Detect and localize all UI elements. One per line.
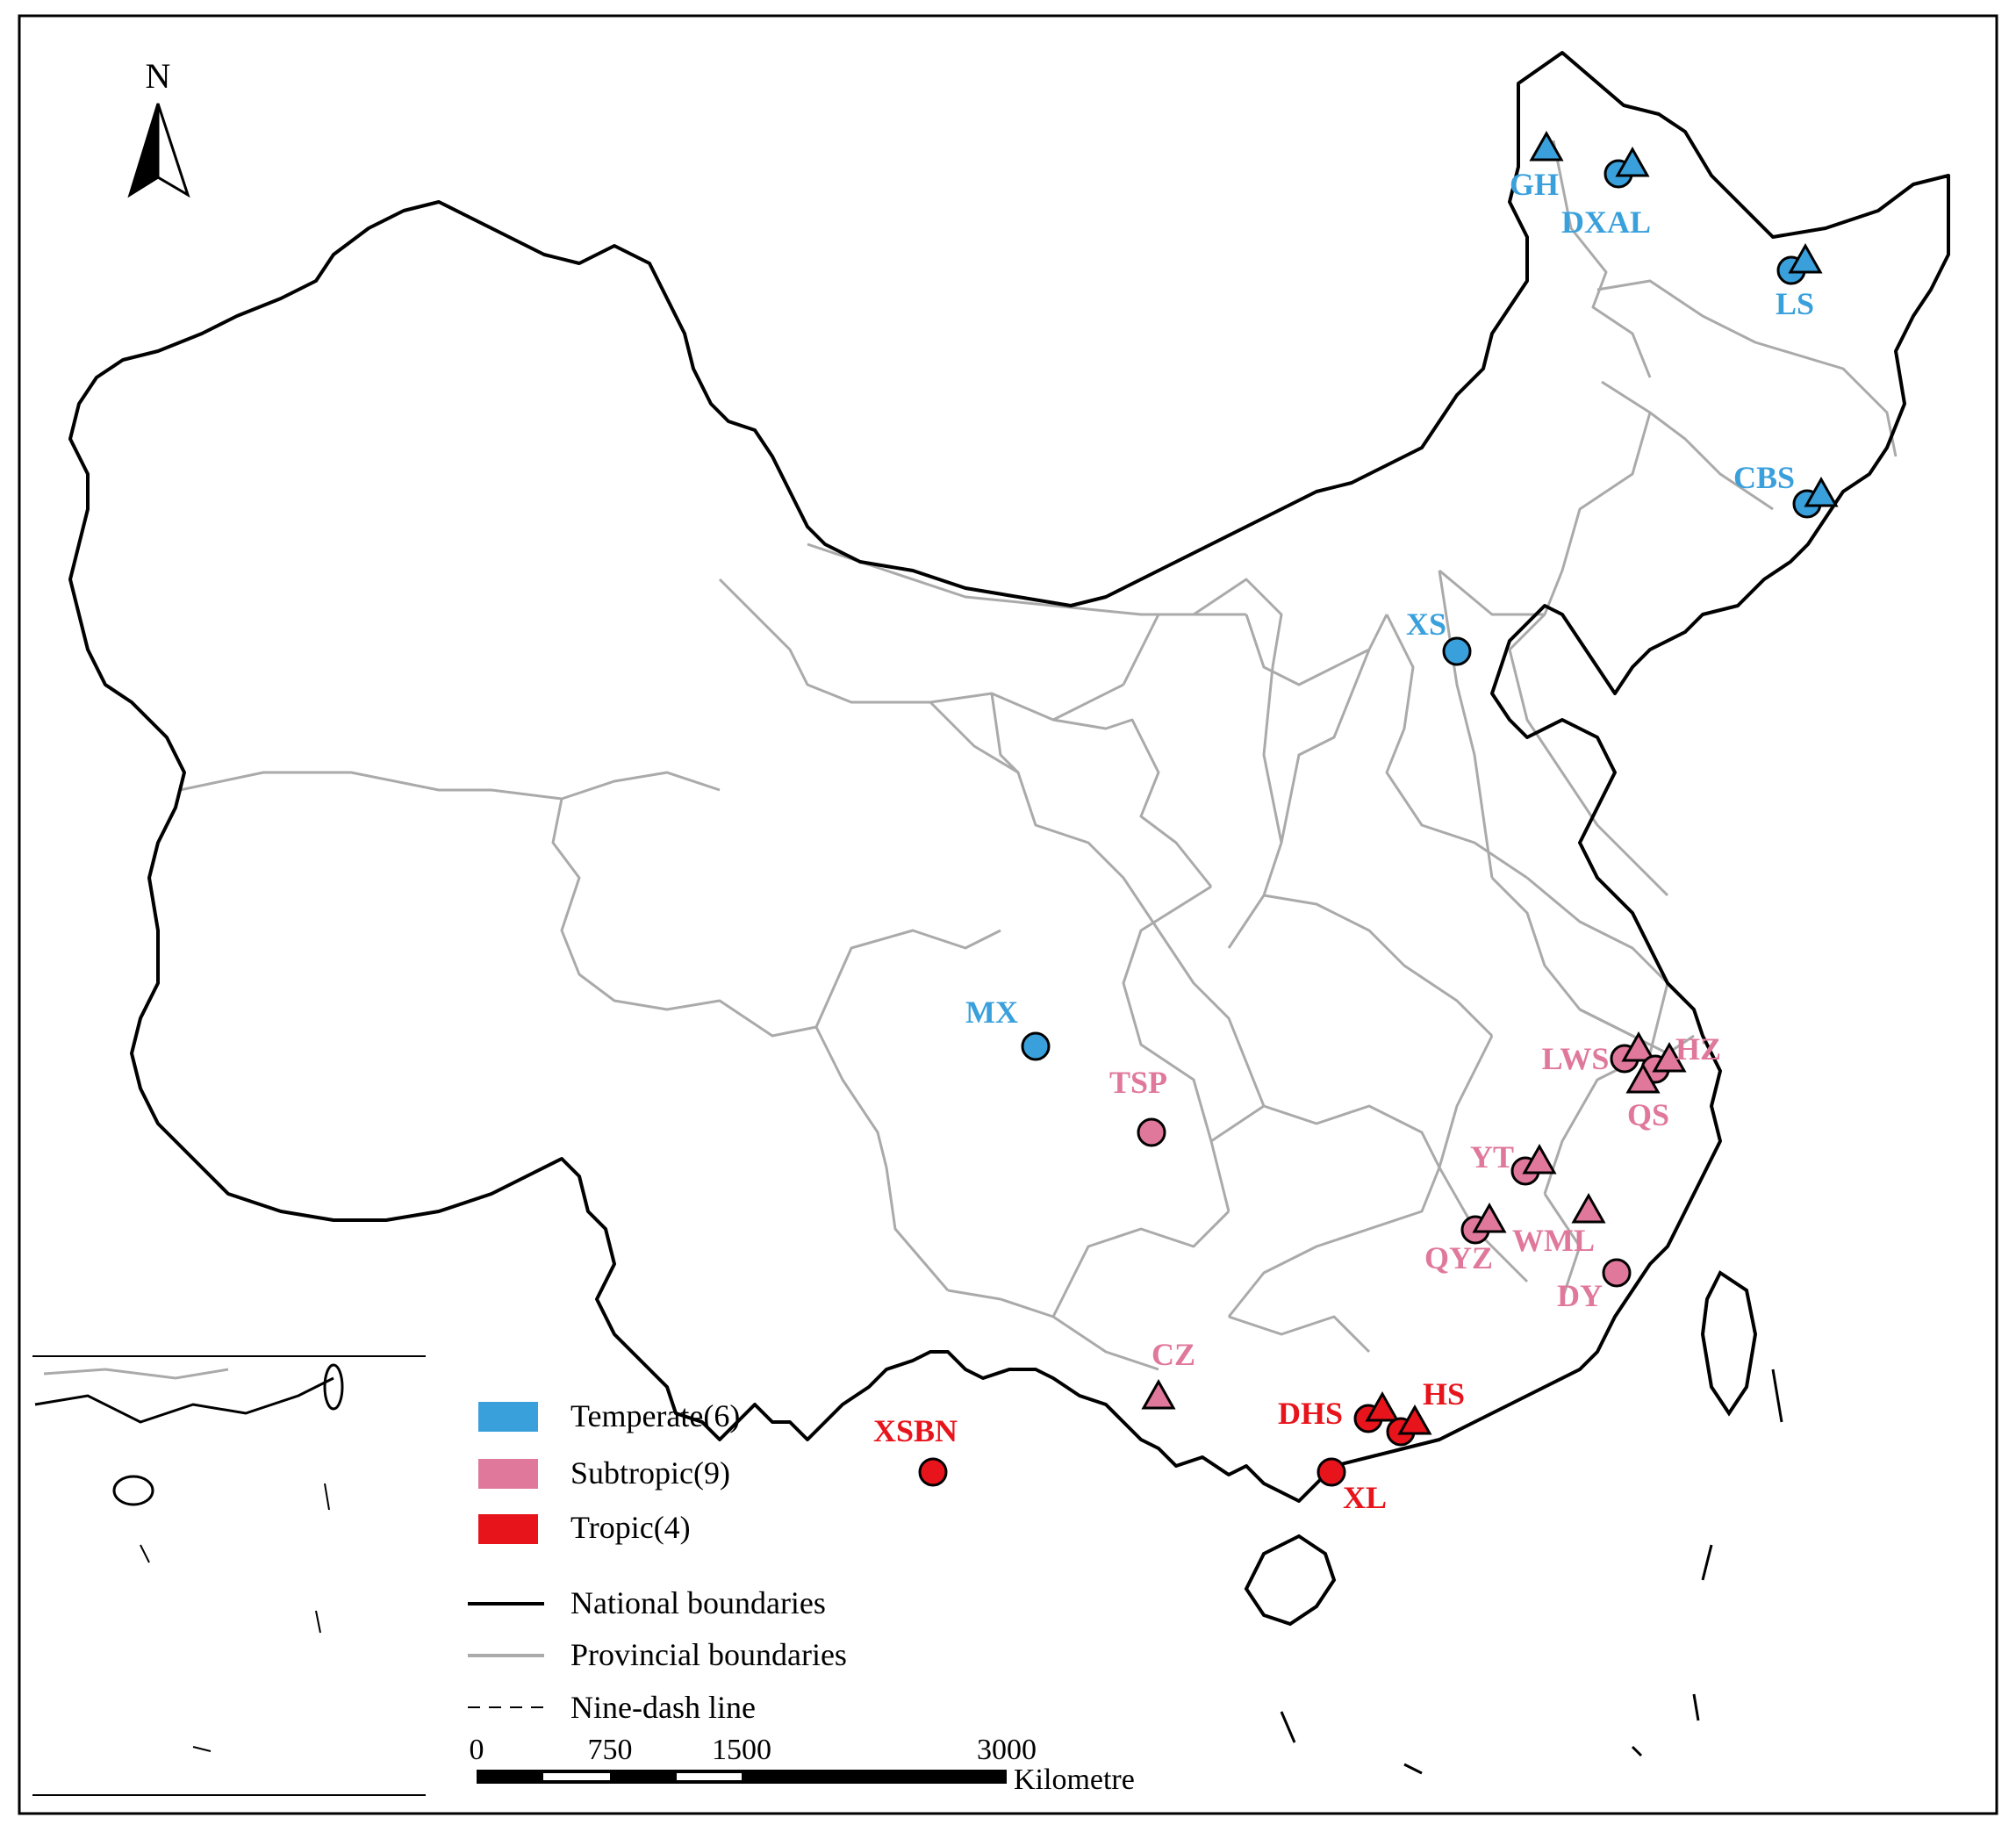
- site-cbs: CBS: [1733, 460, 1839, 519]
- site-triangle-marker: [1615, 146, 1650, 177]
- site-label: DHS: [1278, 1396, 1343, 1431]
- site-tsp: TSP: [1109, 1065, 1167, 1147]
- site-label: XSBN: [873, 1413, 958, 1448]
- legend-label-subtropic: Subtropic(9): [570, 1455, 730, 1491]
- north-arrow-label: N: [146, 56, 171, 96]
- map-frame: [18, 14, 1998, 1815]
- scale-unit: Kilometre: [1014, 1764, 1135, 1796]
- site-lws: LWS: [1542, 1031, 1656, 1076]
- scale-bar-segment: [677, 1773, 742, 1780]
- site-hs: HS: [1386, 1376, 1465, 1447]
- site-label: XL: [1343, 1480, 1387, 1515]
- legend: Temperate(6) Subtropic(9) Tropic(4) Nati…: [468, 1398, 847, 1725]
- site-label: CBS: [1733, 460, 1795, 495]
- legend-label-temperate: Temperate(6): [570, 1398, 740, 1433]
- legend-label-nine-dash: Nine-dash line: [570, 1690, 756, 1725]
- legend-swatch-temperate: [478, 1402, 538, 1432]
- site-triangle-marker: [1571, 1192, 1606, 1224]
- site-hz: HZ: [1640, 1031, 1721, 1084]
- north-arrow: N: [127, 56, 190, 198]
- site-triangle-marker: [1397, 1404, 1432, 1435]
- national-boundary: [68, 51, 1950, 1503]
- scale-tick-1500: 1500: [712, 1734, 771, 1766]
- scale-tick-750: 750: [588, 1734, 633, 1766]
- legend-label-national: National boundaries: [570, 1585, 826, 1620]
- site-label: LWS: [1542, 1041, 1610, 1076]
- legend-label-provincial: Provincial boundaries: [570, 1637, 847, 1672]
- site-label: XS: [1406, 607, 1446, 642]
- site-dhs: DHS: [1278, 1390, 1400, 1433]
- site-circle-marker: [1137, 1117, 1166, 1147]
- site-mx: MX: [965, 995, 1051, 1061]
- site-xs: XS: [1406, 607, 1472, 666]
- site-label: QYZ: [1424, 1240, 1493, 1275]
- site-label: QS: [1627, 1097, 1669, 1132]
- site-triangle-marker: [1365, 1390, 1400, 1422]
- site-qs: QS: [1625, 1062, 1669, 1132]
- site-label: GH: [1510, 167, 1559, 202]
- site-label: YT: [1470, 1139, 1514, 1175]
- site-label: TSP: [1109, 1065, 1167, 1100]
- site-yt: YT: [1470, 1139, 1557, 1186]
- site-circle-marker: [1021, 1031, 1051, 1061]
- site-triangle-marker: [1522, 1143, 1557, 1175]
- legend-label-tropic: Tropic(4): [570, 1510, 691, 1545]
- site-label: MX: [965, 995, 1018, 1030]
- site-xsbn: XSBN: [873, 1413, 958, 1487]
- site-triangle-marker: [1472, 1202, 1507, 1233]
- site-cz: CZ: [1141, 1337, 1195, 1410]
- hainan-island: [1244, 1534, 1337, 1627]
- site-triangle-marker: [1529, 130, 1564, 162]
- site-triangle-marker: [1625, 1062, 1661, 1094]
- site-circle-marker: [1316, 1457, 1346, 1487]
- site-triangle-marker: [1141, 1378, 1176, 1410]
- site-gh: GH: [1510, 130, 1564, 202]
- site-triangle-marker: [1652, 1041, 1687, 1073]
- site-wml: WML: [1512, 1192, 1606, 1258]
- scale-bar: 0 750 1500 3000 Kilometre: [470, 1734, 1135, 1796]
- site-xl: XL: [1316, 1457, 1387, 1515]
- site-qyz: QYZ: [1424, 1202, 1507, 1275]
- site-label: LS: [1776, 286, 1814, 321]
- site-circle-marker: [1602, 1258, 1632, 1288]
- site-circle-marker: [1442, 636, 1472, 666]
- legend-swatch-tropic: [478, 1514, 538, 1544]
- inset-map: [32, 1355, 426, 1796]
- site-label: DXAL: [1561, 205, 1651, 240]
- site-label: CZ: [1151, 1337, 1195, 1372]
- site-dxal: DXAL: [1561, 146, 1651, 240]
- site-circle-marker: [918, 1457, 948, 1487]
- site-label: HS: [1423, 1376, 1465, 1412]
- provincial-boundaries: [179, 140, 1898, 1371]
- site-triangle-marker: [1788, 242, 1823, 274]
- nine-dash-line: [1280, 1368, 1783, 1775]
- site-triangle-marker: [1804, 476, 1839, 507]
- site-label: WML: [1512, 1223, 1595, 1258]
- site-dy: DY: [1557, 1258, 1632, 1313]
- legend-swatch-subtropic: [478, 1459, 538, 1489]
- site-label: DY: [1557, 1278, 1603, 1313]
- taiwan-island: [1700, 1270, 1758, 1417]
- site-ls: LS: [1776, 242, 1823, 321]
- site-label: HZ: [1675, 1031, 1721, 1067]
- site-triangle-marker: [1621, 1031, 1656, 1062]
- scale-bar-segment: [543, 1773, 610, 1780]
- north-arrow-icon-right: [156, 103, 190, 198]
- scale-tick-3000: 3000: [977, 1734, 1037, 1766]
- scale-tick-0: 0: [470, 1734, 484, 1766]
